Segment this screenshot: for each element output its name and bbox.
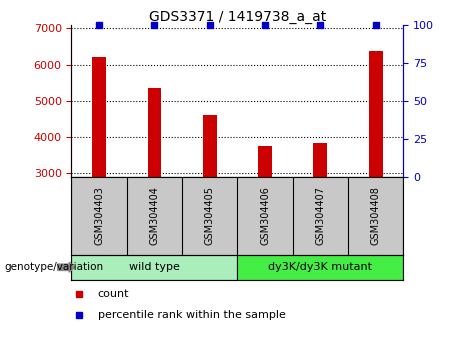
Text: GSM304408: GSM304408 bbox=[371, 187, 381, 245]
Text: dy3K/dy3K mutant: dy3K/dy3K mutant bbox=[268, 262, 372, 272]
Text: count: count bbox=[98, 289, 129, 299]
Bar bbox=[258, 146, 272, 177]
Text: GSM304405: GSM304405 bbox=[205, 187, 215, 245]
Text: GSM304407: GSM304407 bbox=[315, 187, 325, 245]
Bar bbox=[92, 57, 106, 177]
Text: genotype/variation: genotype/variation bbox=[5, 262, 104, 272]
Bar bbox=[203, 115, 217, 177]
Text: wild type: wild type bbox=[129, 262, 180, 272]
Text: GSM304403: GSM304403 bbox=[94, 187, 104, 245]
Text: percentile rank within the sample: percentile rank within the sample bbox=[98, 310, 285, 320]
Bar bbox=[71, 255, 237, 280]
Bar bbox=[237, 255, 403, 280]
Bar bbox=[148, 88, 161, 177]
FancyArrow shape bbox=[58, 262, 75, 272]
Title: GDS3371 / 1419738_a_at: GDS3371 / 1419738_a_at bbox=[149, 10, 326, 24]
Text: GSM304406: GSM304406 bbox=[260, 187, 270, 245]
Bar bbox=[313, 143, 327, 177]
Text: GSM304404: GSM304404 bbox=[149, 187, 160, 245]
Bar bbox=[369, 51, 383, 177]
